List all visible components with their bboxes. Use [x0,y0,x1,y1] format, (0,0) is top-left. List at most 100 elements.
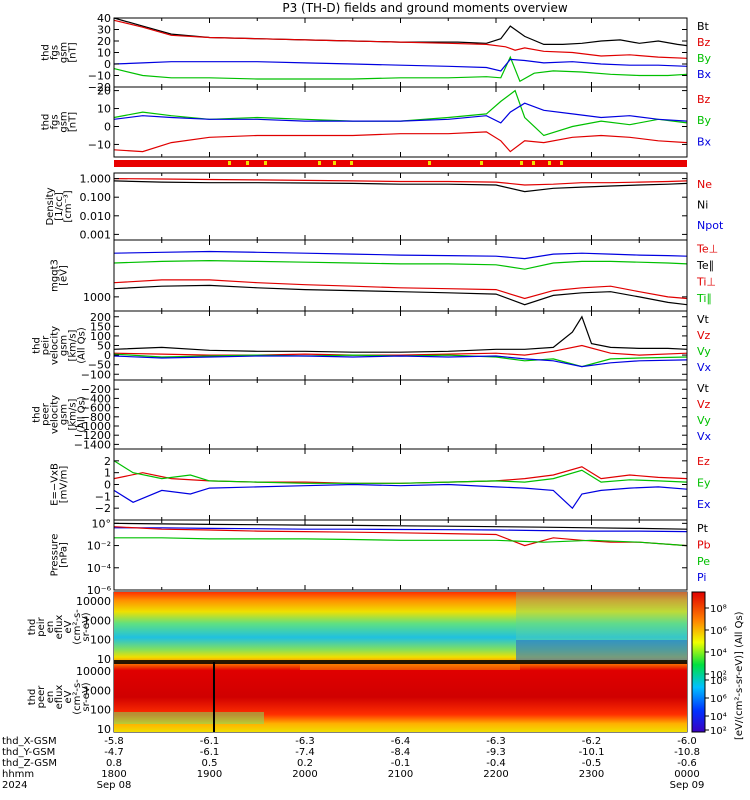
y-axis-label: [1/cc] [54,192,65,221]
x-tick-value: Sep 09 [670,780,705,791]
x-row-label: thd_Z-GSM [2,758,57,769]
y-axis-label: gsm [59,335,70,356]
legend-entry: Pt [697,522,709,535]
y-axis-label: [cm⁻³] [63,190,74,222]
colorbar-tick-label: 10² [710,726,727,737]
y-axis-label: eV [63,690,74,703]
x-tick-value: -6.3 [486,736,506,747]
y-axis-label: thd [41,114,52,131]
legend-entry: Bt [697,20,710,33]
legend-entry: Pb [697,538,711,551]
x-row-label: hhmm [2,769,34,780]
legend-entry: Bx [697,135,712,148]
legend-entry: By [697,52,712,65]
y-axis-label: peer [41,402,52,426]
y-axis-label: mgqt3 [50,259,61,292]
y-axis-label: (All Qs) [77,327,88,364]
y-tick-label: −1000 [74,420,111,433]
x-tick-value: -10.1 [579,747,605,758]
x-tick-value: 0.5 [202,758,218,769]
legend-entry: Vy [697,345,711,358]
ion-spectrogram [114,592,687,662]
series-line-temperature-1 [113,259,688,270]
y-tick-label: −1 [95,490,111,503]
panel-temperature: 1000 [83,239,688,312]
x-tick-value: -7.4 [295,747,315,758]
y-axis-label: thd [32,337,43,354]
y-tick-label: 10⁻⁴ [87,562,112,575]
legend-entry: Bx [697,68,712,81]
y-axis-label: Density [45,187,56,225]
legend-entry: Bz [697,36,711,49]
series-line-fgs_gsm_full-1 [113,19,688,59]
series-line-density-1 [113,180,688,193]
series-line-efield-1 [113,460,688,484]
series-line-ion_velocity-0 [113,315,688,353]
legend-entry: Vy [697,414,711,427]
series-line-fgs_gsm_full-2 [113,55,688,83]
y-tick-label: 20 [97,85,111,98]
legend-entry: Vz [697,329,711,342]
series-line-ion_velocity-2 [113,353,688,368]
y-axis-label: eflux [54,685,65,710]
x-tick-value: -5.8 [104,736,124,747]
y-tick-label: 1 [104,467,111,480]
y-axis-label: [nT] [68,112,79,132]
legend-entry: Ne [697,178,712,191]
y-tick-label: 1000 [83,291,111,304]
x-tick-value: -0.1 [391,758,411,769]
y-tick-label: 10⁻² [87,540,111,553]
y-axis-label: sr-eV) [81,612,92,641]
y-tick-label: −400 [81,392,111,405]
y-tick-label: −1200 [74,429,111,442]
legend-entry: By [697,114,712,127]
panel-frame [113,239,688,312]
x-tick-value: -6.4 [391,736,411,747]
y-tick-label: 0.010 [80,210,112,223]
y-axis-label: Pressure [50,534,61,577]
y-axis-label: gsm [59,111,70,132]
y-tick-label: 0 [104,479,111,492]
y-tick-label: 0.100 [80,191,112,204]
x-tick-value: -0.4 [486,758,506,769]
series-line-fgs_gsm_full-3 [113,58,688,72]
x-tick-value: Sep 08 [97,780,132,791]
y-axis-label: peer [36,685,47,709]
y-tick-label: 200 [90,311,111,324]
panel-density: 1.000 0.100 0.010 0.001 [80,172,688,241]
x-tick-value: 1900 [197,769,222,780]
series-line-efield-2 [113,483,688,510]
colorbar-tick-label: 10⁴ [710,648,727,659]
series-line-temperature-3 [113,284,688,306]
y-tick-label: −50 [88,359,111,372]
x-tick-value: 2100 [388,769,413,780]
y-axis-label: thd [32,406,43,423]
x-tick-value: -0.6 [677,758,697,769]
y-tick-label: 2 [104,455,111,468]
panel-efield: 210−1−2 [95,448,688,521]
colorbar-tick-label: 10⁴ [710,712,727,723]
series-line-ion_velocity-3 [113,355,688,368]
legend-entry: Ti∥ [696,292,712,305]
y-axis-label: gsm [59,404,70,425]
legend-entry: Npot [697,219,724,232]
y-axis-label: sr-eV) [81,682,92,711]
y-tick-label: 40 [97,12,111,25]
y-tick-label: −10 [88,70,111,83]
panel-frame [113,86,688,158]
y-axis-label: [km/s] [68,398,79,430]
legend-entry: Te∥ [696,259,714,272]
y-axis-label: [eV] [59,265,70,286]
legend-entry: Vx [697,430,712,443]
y-tick-label: −200 [81,383,111,396]
y-axis-label: velocity [50,395,61,434]
y-tick-label: 100 [90,330,111,343]
y-tick-label: 0 [104,58,111,71]
y-axis-label: E=−VxB [50,463,61,506]
x-tick-value: -6.1 [200,736,220,747]
y-tick-label: 50 [97,340,111,353]
panel-frame [113,17,688,88]
